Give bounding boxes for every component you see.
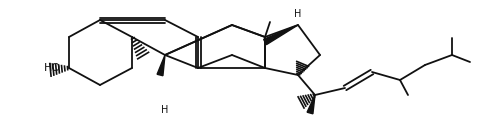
Polygon shape — [157, 55, 165, 76]
Text: H: H — [161, 105, 169, 115]
Polygon shape — [307, 95, 315, 114]
Polygon shape — [264, 25, 298, 45]
Text: HO: HO — [44, 63, 61, 73]
Text: H: H — [294, 9, 302, 19]
